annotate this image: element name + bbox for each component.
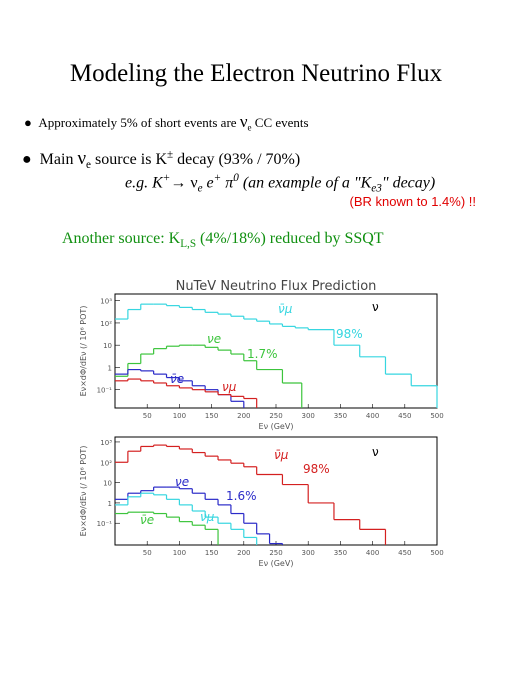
text: (4%/18%) reduced by SSQT (196, 230, 384, 247)
series-label: ν̄μ (274, 448, 289, 462)
annotation: ν (372, 445, 379, 459)
x-tick-label: 50 (143, 549, 152, 557)
y-tick-label: 1 (108, 364, 112, 372)
series-label: ν̄e (140, 513, 154, 527)
x-tick-label: 500 (430, 412, 443, 420)
annotation: 98% (303, 462, 330, 476)
text: Main (39, 151, 78, 168)
y-tick-label: 10² (100, 320, 112, 328)
bullet: ● Approximately 5% of short events are ν… (24, 112, 309, 133)
chart-title: NuTeV Neutrino Flux Prediction (176, 279, 377, 294)
x-tick-label: 250 (269, 412, 282, 420)
other-source: Another source: KL,S (4%/18%) reduced by… (62, 230, 384, 250)
y-axis-label: Eν×dΦ/dEν (/ 10⁶ POT) (79, 446, 88, 537)
text: e.g. K (125, 174, 163, 192)
x-tick-label: 450 (398, 549, 411, 557)
series-label: νe (207, 332, 221, 346)
example: e.g. K+→ νe e+ π0 (an example of a "Ke3"… (125, 172, 435, 195)
x-tick-label: 100 (173, 549, 186, 557)
text: decay (93% / 70%) (173, 151, 301, 168)
x-tick-label: 450 (398, 412, 411, 420)
x-tick-label: 100 (173, 412, 186, 420)
y-tick-label: 10³ (100, 439, 112, 447)
x-tick-label: 150 (205, 549, 218, 557)
y-tick-label: 10 (103, 480, 112, 488)
y-tick-label: 10³ (100, 298, 112, 306)
y-tick-label: 10² (100, 459, 112, 467)
y-tick-label: 10⁻¹ (97, 387, 113, 395)
text: L,S (180, 238, 197, 251)
text: + (213, 172, 222, 184)
text: e (86, 159, 92, 172)
series-label: νμ (200, 510, 215, 524)
annotation: 1.6% (226, 489, 257, 503)
x-tick-label: 200 (237, 412, 250, 420)
x-tick-label: 400 (366, 412, 379, 420)
annotation: 98% (336, 327, 363, 341)
text: → (170, 174, 191, 192)
text: e (202, 174, 214, 192)
series-label: νe (175, 475, 189, 489)
bullet: ● Main νe source is K± decay (93% / 70%) (22, 148, 301, 172)
series-label: ν̄e (170, 372, 184, 386)
slide-title: Modeling the Electron Neutrino Flux (69, 60, 443, 87)
text: π (221, 174, 234, 192)
text: e (247, 122, 252, 133)
y-tick-label: 1 (108, 500, 112, 508)
annotation: 1.7% (247, 347, 278, 361)
text: e (197, 182, 203, 195)
x-tick-label: 50 (143, 412, 152, 420)
note: (BR known to 1.4%) !! (349, 194, 476, 209)
x-axis-label: Eν (GeV) (259, 559, 294, 568)
text: ν (190, 174, 198, 192)
text: Approximately 5% of short events are (38, 115, 240, 130)
y-tick-label: 10 (103, 342, 112, 350)
series-label: ν̄μ (278, 302, 293, 316)
text: 0 (233, 172, 239, 184)
annotation: ν (372, 300, 379, 314)
x-tick-label: 500 (430, 549, 443, 557)
text: ± (167, 148, 174, 161)
text: " decay) (381, 174, 436, 192)
y-axis-label: Eν×dΦ/dEν (/ 10⁶ POT) (79, 306, 88, 397)
x-tick-label: 350 (334, 549, 347, 557)
x-tick-label: 250 (269, 549, 282, 557)
x-tick-label: 150 (205, 412, 218, 420)
y-tick-label: 10⁻¹ (97, 520, 113, 528)
text: e3 (371, 182, 382, 195)
text: Another source: K (62, 230, 181, 247)
x-axis-label: Eν (GeV) (259, 422, 294, 431)
x-tick-label: 300 (302, 412, 315, 420)
series-label: νμ (222, 380, 237, 394)
x-tick-label: 400 (366, 549, 379, 557)
x-tick-label: 350 (334, 412, 347, 420)
text: source is K (91, 151, 167, 168)
text: + (162, 172, 171, 184)
text: CC events (251, 115, 309, 130)
x-tick-label: 200 (237, 549, 250, 557)
text: ν (239, 112, 248, 131)
x-tick-label: 300 (302, 549, 315, 557)
text: (an example of a "K (238, 174, 372, 192)
text: ν (77, 148, 87, 169)
